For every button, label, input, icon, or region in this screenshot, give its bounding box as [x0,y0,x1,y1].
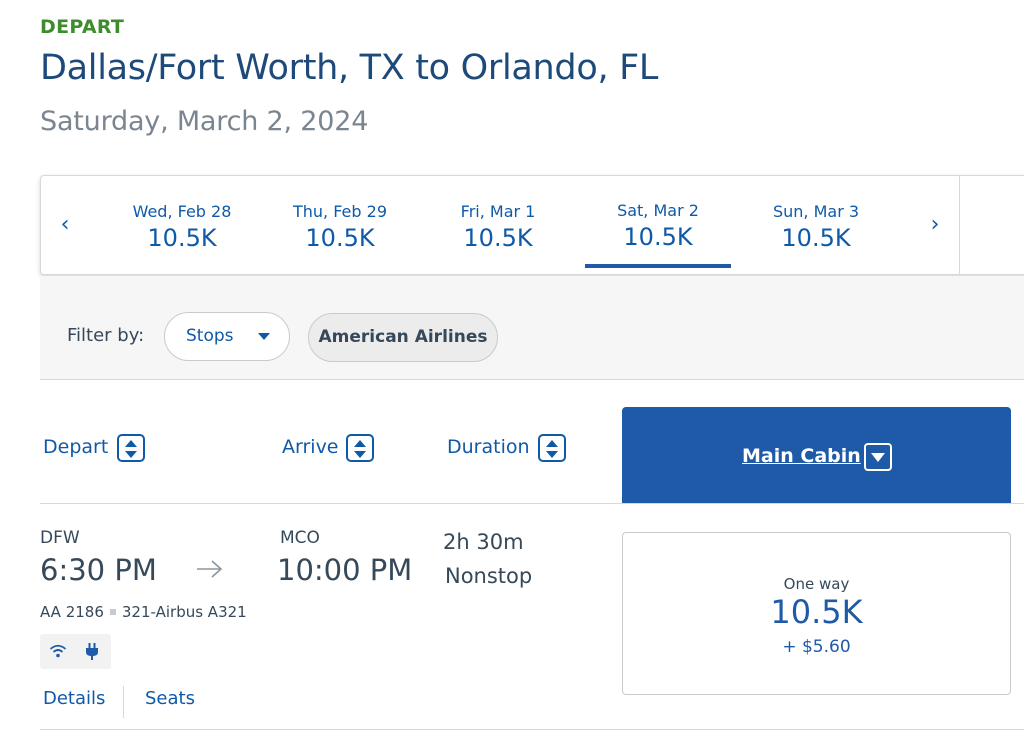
flight-duration: 2h 30m [443,530,524,554]
seats-link[interactable]: Seats [145,688,195,709]
main-cabin-header: Main Cabin [622,407,1011,503]
main-cabin-sort-link[interactable]: Main Cabin [742,445,861,467]
stops-filter-dropdown[interactable]: Stops [164,312,290,361]
filter-bar: Filter by: Stops American Airlines [40,276,1024,380]
date-price: 10.5K [463,224,533,252]
chevron-left-icon[interactable]: ‹ [60,212,70,237]
dropdown-toggle-icon[interactable] [864,443,892,471]
flight-number: AA 2186 [40,603,104,621]
fare-type: One way [783,575,850,593]
stops-filter-label: Stops [186,326,234,346]
sort-icon[interactable] [346,434,374,462]
sort-icon[interactable] [538,434,566,462]
date-option-sat-mar-2[interactable]: Sat, Mar 2 10.5K [583,201,733,251]
date-price: 10.5K [147,224,217,252]
main-cabin-fare-button[interactable]: One way 10.5K + $5.60 [622,532,1011,695]
sort-icon[interactable] [117,434,145,462]
sort-depart-header[interactable]: Depart [43,436,109,458]
wifi-icon [49,644,67,658]
fare-miles: 10.5K [770,593,863,631]
amenities [40,634,111,669]
depart-time: 6:30 PM [40,553,157,587]
route-title: Dallas/Fort Worth, TX to Orlando, FL [40,48,659,88]
flight-details-line: AA 2186 321-Airbus A321 [40,603,247,621]
stops-info: Nonstop [445,564,533,588]
date-price: 10.5K [781,224,851,252]
selected-date-indicator [585,264,731,268]
date-price: 10.5K [623,223,693,251]
aircraft-type: 321-Airbus A321 [121,603,247,621]
divider [40,729,1024,730]
date-selector: ‹ Wed, Feb 28 10.5K Thu, Feb 29 10.5K Fr… [40,175,1024,275]
chevron-down-icon [258,333,270,340]
chevron-right-icon[interactable]: › [930,212,940,237]
sort-arrive-header[interactable]: Arrive [282,436,339,458]
filter-label: Filter by: [67,325,145,346]
details-link[interactable]: Details [43,688,106,709]
date-option-sun-mar-3[interactable]: Sun, Mar 3 10.5K [741,202,891,252]
travel-date: Saturday, March 2, 2024 [40,106,369,137]
origin-code: DFW [40,528,80,548]
divider [40,503,1024,504]
separator [109,608,116,615]
date-option-thu-feb-29[interactable]: Thu, Feb 29 10.5K [265,202,415,252]
arrive-time: 10:00 PM [277,553,413,587]
divider [959,176,960,274]
airline-filter-label: American Airlines [318,327,488,347]
divider [123,686,124,718]
date-option-fri-mar-1[interactable]: Fri, Mar 1 10.5K [423,202,573,252]
date-label: Fri, Mar 1 [460,202,536,221]
date-price: 10.5K [305,224,375,252]
power-outlet-icon [86,643,98,660]
sort-duration-header[interactable]: Duration [447,436,530,458]
arrow-right-icon [194,556,224,586]
date-label: Wed, Feb 28 [132,202,232,221]
depart-label: DEPART [40,16,125,38]
date-label: Thu, Feb 29 [293,202,387,221]
destination-code: MCO [280,528,320,548]
fare-taxes: + $5.60 [782,637,851,657]
date-label: Sat, Mar 2 [617,201,699,220]
date-label: Sun, Mar 3 [772,202,860,221]
airline-filter-button[interactable]: American Airlines [308,313,498,362]
date-option-wed-feb-28[interactable]: Wed, Feb 28 10.5K [107,202,257,252]
